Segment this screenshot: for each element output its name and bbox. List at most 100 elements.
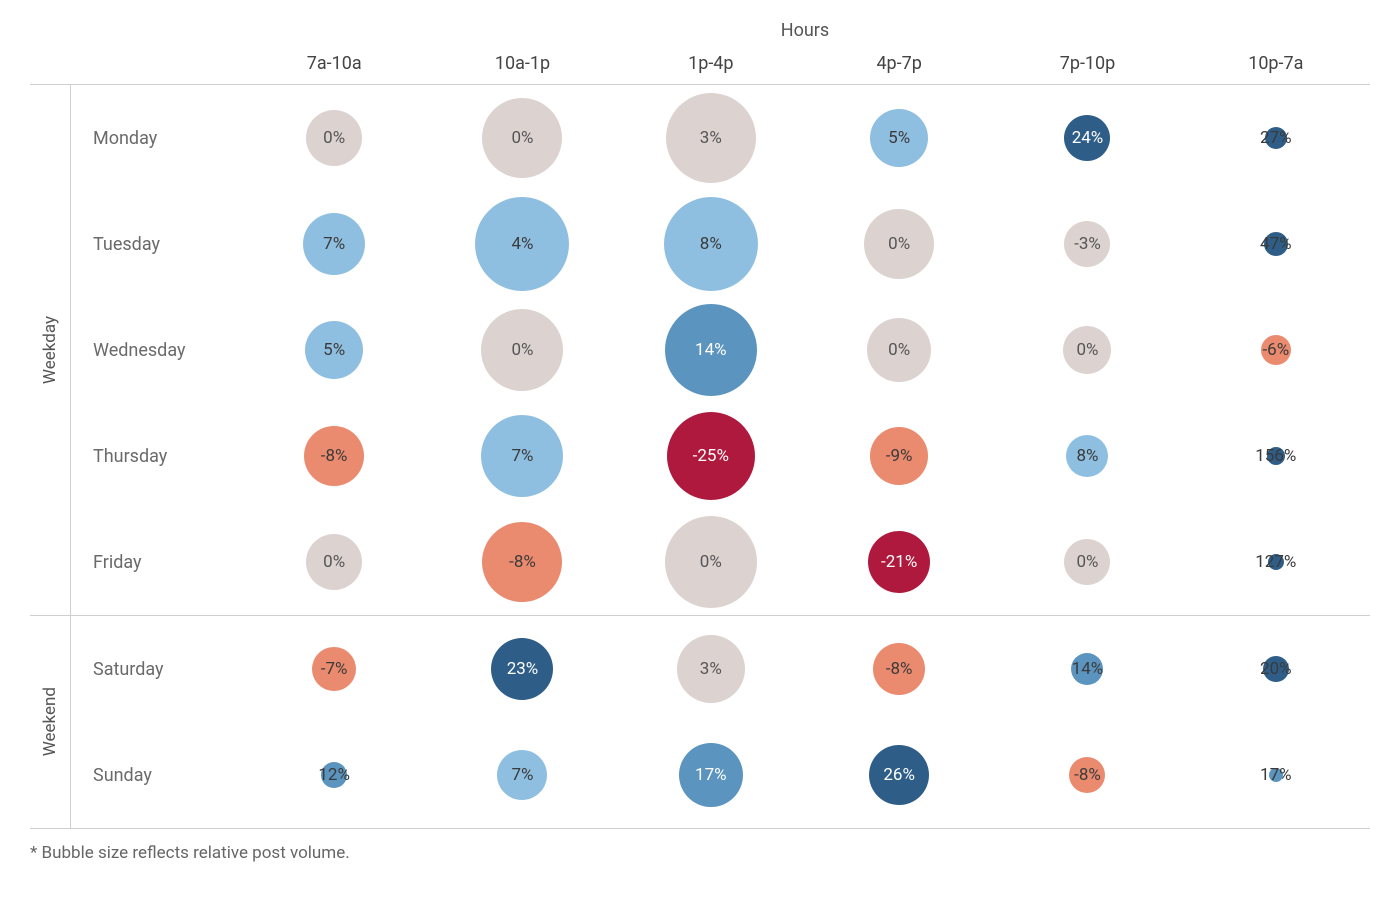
bubble-value: 0% <box>888 340 910 360</box>
bubble-value: 47% <box>1260 234 1292 254</box>
bubble-cell: -3% <box>993 191 1181 297</box>
bubble-value: 5% <box>323 340 345 360</box>
bubble-cell: 5% <box>240 297 428 403</box>
column-headers-row: 7a-10a10a-1p1p-4p4p-7p7p-10p10p-7a <box>30 47 1370 84</box>
bubble-cell: 0% <box>805 191 993 297</box>
table-row: Saturday-7%23%3%-8%14%20% <box>70 616 1370 722</box>
bubble: 8% <box>664 197 758 291</box>
bubble-value: 127% <box>1255 552 1296 572</box>
bubble-cell: -8% <box>428 509 616 615</box>
bubble: 156% <box>1267 447 1285 465</box>
bubble-value: 8% <box>700 234 722 254</box>
bubble-cell: 26% <box>805 722 993 828</box>
bubble-value: 8% <box>1076 446 1098 466</box>
bubble-cell: 7% <box>428 722 616 828</box>
bubble: 7% <box>497 750 547 800</box>
bubble-cell: 0% <box>993 297 1181 403</box>
section-label: Weekend <box>40 687 60 756</box>
bubble-value: 7% <box>511 446 533 466</box>
bubble-value: 3% <box>700 128 722 148</box>
bubble-value: -21% <box>881 552 917 572</box>
bubble: -9% <box>870 427 928 485</box>
column-header: 4p-7p <box>805 47 993 84</box>
bubble-cell: 156% <box>1182 403 1370 509</box>
bubble-value: 26% <box>883 765 915 785</box>
bubble: -3% <box>1064 221 1110 267</box>
bubble-value: 5% <box>888 128 910 148</box>
column-header: 7a-10a <box>240 47 428 84</box>
bubble-value: 0% <box>1076 340 1098 360</box>
bubble: -8% <box>304 426 364 486</box>
section-label-wrap: Weekend <box>30 616 70 828</box>
bubble-cell: 0% <box>240 85 428 191</box>
bubble: 0% <box>1064 539 1110 585</box>
bubble: 127% <box>1268 554 1284 570</box>
bubble-cell: 4% <box>428 191 616 297</box>
bubble-cell: -7% <box>240 616 428 722</box>
bubble-cell: -8% <box>805 616 993 722</box>
bubble-value: 4% <box>511 234 533 254</box>
section-rows: Saturday-7%23%3%-8%14%20%Sunday12%7%17%2… <box>70 616 1370 828</box>
bubble-value: 17% <box>1260 765 1292 785</box>
bubble-value: 0% <box>511 340 533 360</box>
row-label: Sunday <box>70 722 240 828</box>
bubble-cell: -9% <box>805 403 993 509</box>
section-rows: Monday0%0%3%5%24%27%Tuesday7%4%8%0%-3%47… <box>70 85 1370 615</box>
bubble-value: 7% <box>511 765 533 785</box>
bubble: 0% <box>481 309 563 391</box>
bubble-value: 0% <box>888 234 910 254</box>
bubble-cell: 14% <box>993 616 1181 722</box>
bubble-cell: 0% <box>428 297 616 403</box>
row-label: Saturday <box>70 616 240 722</box>
bubble-cell: 127% <box>1182 509 1370 615</box>
columns-title: Hours <box>240 20 1370 47</box>
bubble: 5% <box>305 321 363 379</box>
row-label: Tuesday <box>70 191 240 297</box>
bubble-value: 14% <box>1072 659 1104 679</box>
section-label: Weekday <box>40 316 60 384</box>
bubble-cell: 0% <box>993 509 1181 615</box>
table-row: Wednesday 5% 0% 14% 0% 0% -6% <box>70 297 1370 403</box>
bubble-value: 0% <box>1076 552 1098 572</box>
bubble-value: -8% <box>509 552 536 572</box>
bubble: 14% <box>1071 653 1103 685</box>
bubble-cell: 5% <box>805 85 993 191</box>
bubble-value: 7% <box>323 234 345 254</box>
bubble: 0% <box>864 209 934 279</box>
bubble: -8% <box>873 643 925 695</box>
bubble-value: 0% <box>511 128 533 148</box>
bubble-value: -8% <box>321 446 348 466</box>
column-header: 1p-4p <box>617 47 805 84</box>
row-label: Monday <box>70 85 240 191</box>
bubble: 8% <box>1066 435 1108 477</box>
bubble: 0% <box>665 516 757 608</box>
bubble: 0% <box>482 98 562 178</box>
bubble: 4% <box>475 197 569 291</box>
bubble: 17% <box>679 743 743 807</box>
bubble-cell: -8% <box>993 722 1181 828</box>
column-headers: Hours <box>30 20 1370 47</box>
bubble: -7% <box>312 647 356 691</box>
bubble: 0% <box>867 318 931 382</box>
column-header: 10a-1p <box>428 47 616 84</box>
bubble-value: 23% <box>507 659 539 679</box>
bubble: 24% <box>1064 115 1110 161</box>
bubble: 7% <box>481 415 563 497</box>
bubble-cell: 20% <box>1182 616 1370 722</box>
bubble: -21% <box>868 531 930 593</box>
bubble-value: 14% <box>695 340 727 360</box>
column-header: 10p-7a <box>1182 47 1370 84</box>
section-label-wrap: Weekday <box>30 85 70 615</box>
bubble-cell: 17% <box>1182 722 1370 828</box>
bubble-cell: 3% <box>617 85 805 191</box>
bubble-value: -25% <box>693 446 729 466</box>
bubble: 47% <box>1264 232 1288 256</box>
bubble-value: -6% <box>1262 340 1289 360</box>
bubble-cell: 27% <box>1182 85 1370 191</box>
bubble: -8% <box>1069 757 1105 793</box>
bubble-cell: 14% <box>617 297 805 403</box>
bubble: 23% <box>491 638 553 700</box>
bubble-cell: 23% <box>428 616 616 722</box>
bubble-cell: 0% <box>617 509 805 615</box>
row-label: Wednesday <box>70 297 240 403</box>
